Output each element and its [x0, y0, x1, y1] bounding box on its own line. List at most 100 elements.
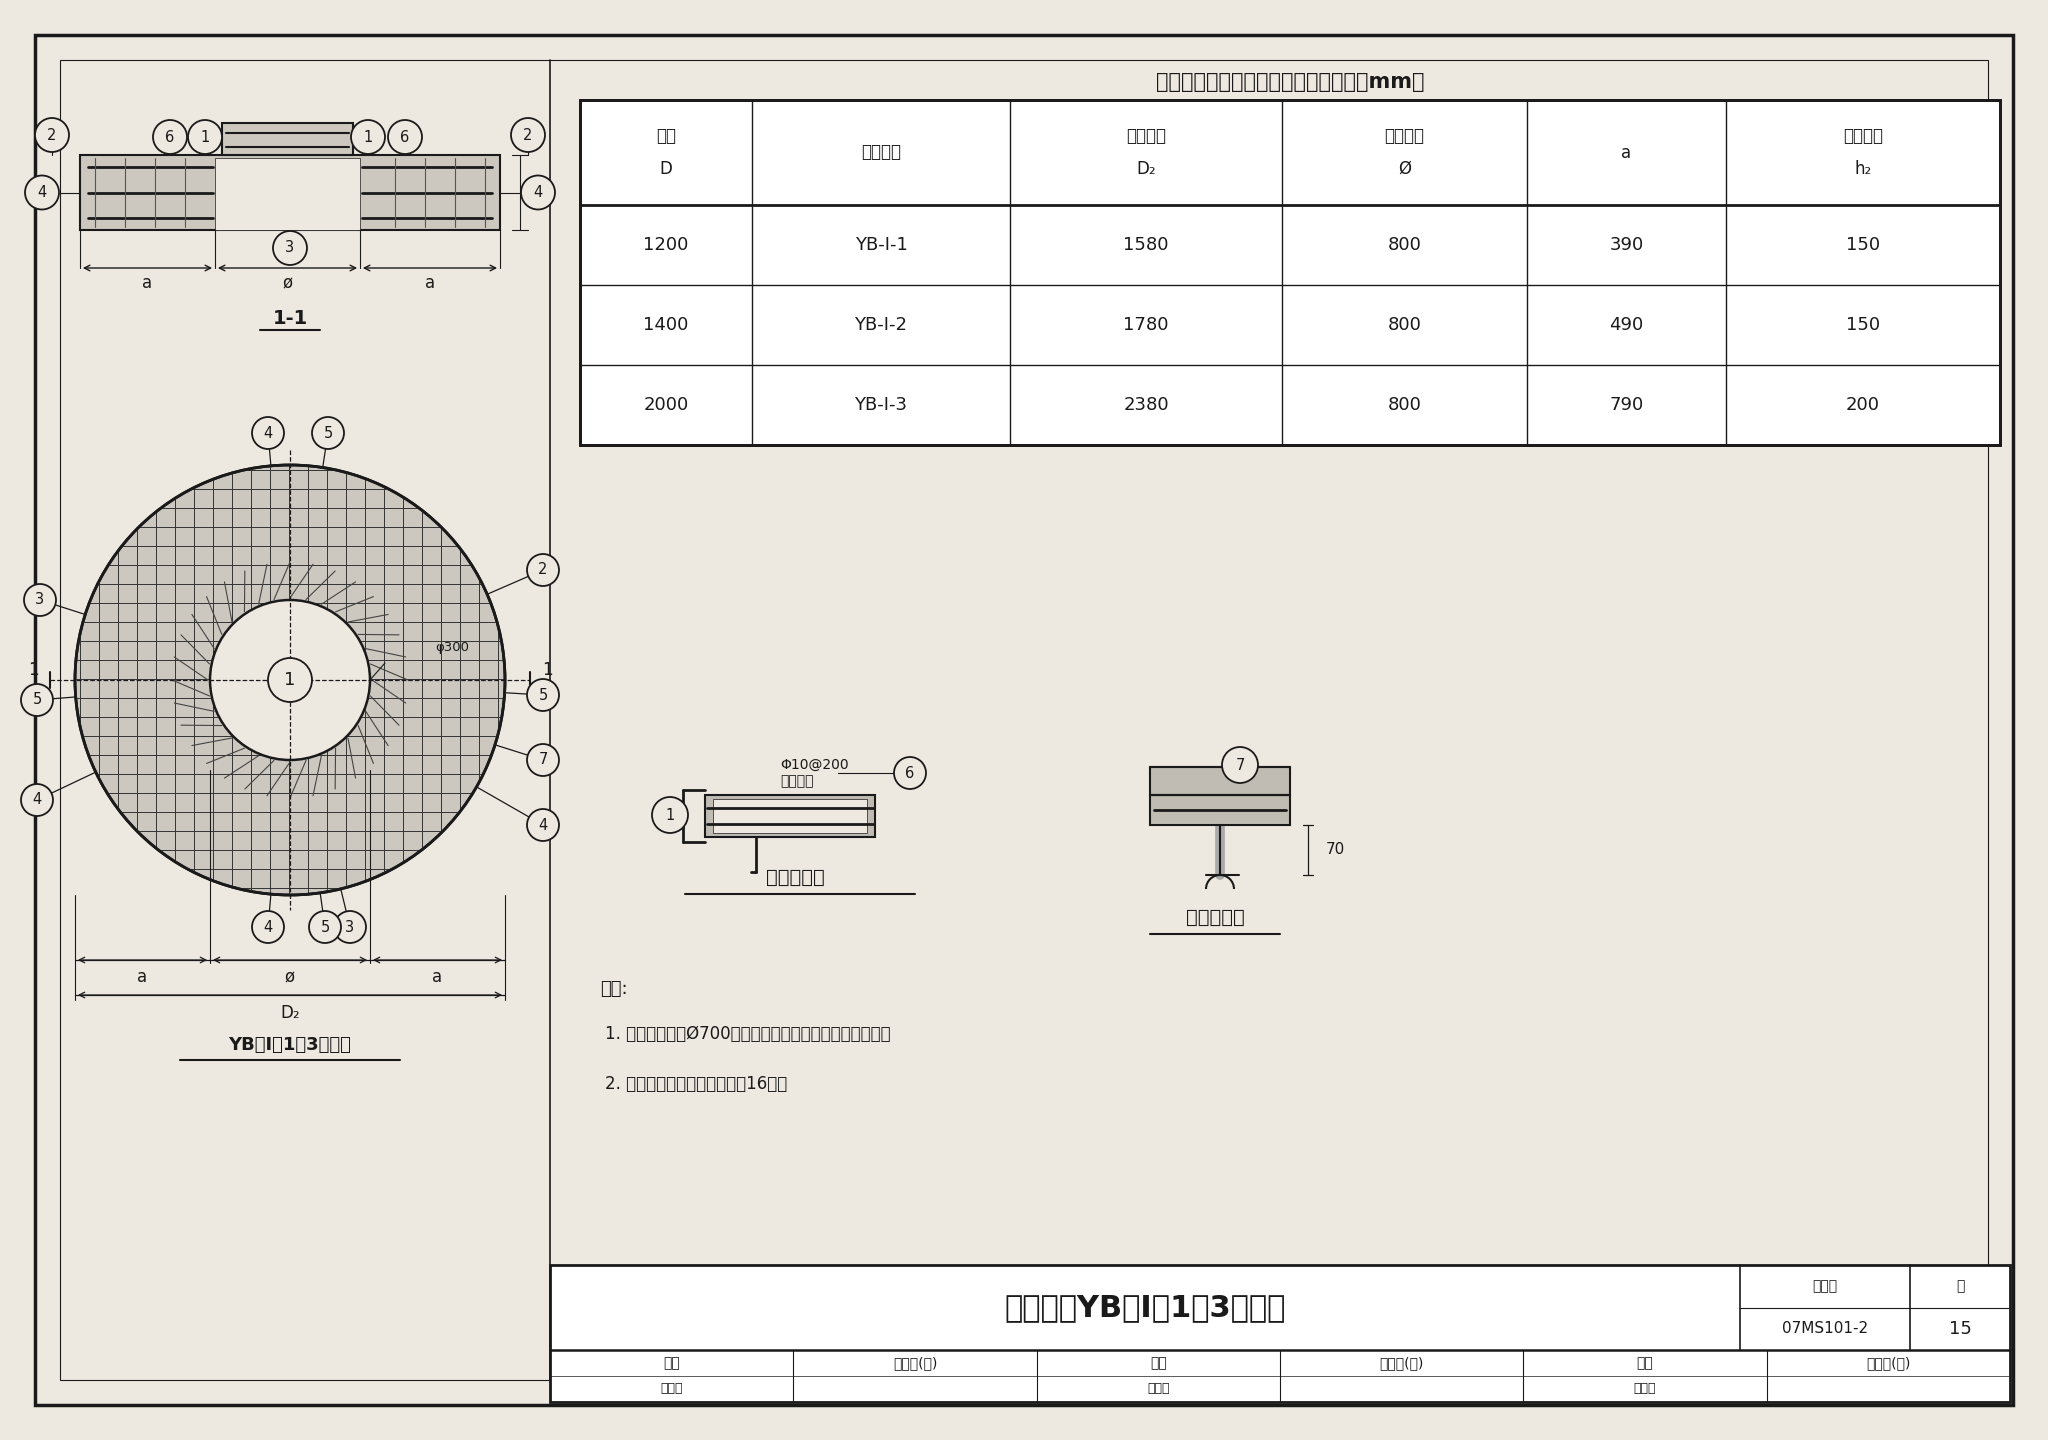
- Text: 页: 页: [1956, 1279, 1964, 1293]
- Circle shape: [35, 118, 70, 153]
- Text: Φ10@200: Φ10@200: [780, 757, 848, 772]
- Text: 1: 1: [362, 130, 373, 144]
- Text: 2: 2: [539, 563, 547, 577]
- Text: 人孔直径: 人孔直径: [1384, 128, 1425, 145]
- Text: 4: 4: [33, 792, 41, 808]
- Circle shape: [268, 658, 311, 701]
- Text: 1: 1: [285, 671, 295, 688]
- Circle shape: [526, 744, 559, 776]
- Text: 7: 7: [539, 753, 547, 768]
- Text: 1: 1: [29, 661, 39, 680]
- Circle shape: [211, 600, 371, 760]
- Circle shape: [272, 230, 307, 265]
- Text: D₂: D₂: [281, 1004, 299, 1022]
- Circle shape: [520, 176, 555, 209]
- Text: 刘及多(签): 刘及多(签): [1380, 1356, 1423, 1369]
- Text: 吊钩示意图: 吊钩示意图: [1186, 907, 1245, 926]
- Bar: [713, 799, 866, 832]
- Text: 2000: 2000: [643, 396, 688, 415]
- Circle shape: [20, 684, 53, 716]
- Text: 校对: 校对: [1151, 1356, 1167, 1369]
- Text: 1780: 1780: [1122, 315, 1169, 334]
- Text: 1: 1: [666, 808, 674, 822]
- Text: 1: 1: [541, 661, 553, 680]
- Text: 1200: 1200: [643, 236, 688, 253]
- Text: 5: 5: [319, 920, 330, 935]
- Text: 3: 3: [35, 592, 45, 608]
- Text: 王弘生(签): 王弘生(签): [1866, 1356, 1911, 1369]
- Text: a: a: [424, 274, 434, 292]
- Text: a: a: [432, 968, 442, 986]
- Circle shape: [309, 912, 342, 943]
- Text: 郭英雄: 郭英雄: [659, 1382, 682, 1395]
- Text: a: a: [137, 968, 147, 986]
- Circle shape: [311, 418, 344, 449]
- Bar: [80, 156, 500, 230]
- Text: 武明美: 武明美: [1147, 1382, 1169, 1395]
- Text: 图集号: 图集号: [1812, 1279, 1837, 1293]
- Text: 490: 490: [1610, 315, 1645, 334]
- Text: h₂: h₂: [532, 184, 547, 200]
- Text: 150: 150: [1845, 236, 1880, 253]
- Text: 4: 4: [532, 184, 543, 200]
- Circle shape: [526, 680, 559, 711]
- Bar: [1151, 795, 1290, 825]
- Text: 1. 当人孔直径为Ø700时，需将相关钢筋的长度进行修改。: 1. 当人孔直径为Ø700时，需将相关钢筋的长度进行修改。: [604, 1025, 891, 1043]
- Text: 6: 6: [905, 766, 915, 780]
- Text: 2: 2: [524, 128, 532, 143]
- Text: a: a: [1622, 144, 1632, 161]
- Text: 砖砌圆形立式闸阀井预制盖板选用表（mm）: 砖砌圆形立式闸阀井预制盖板选用表（mm）: [1155, 72, 1423, 92]
- Text: 审核: 审核: [664, 1356, 680, 1369]
- Text: 1-1: 1-1: [272, 308, 307, 327]
- Bar: [1151, 768, 1290, 795]
- Text: a: a: [143, 274, 152, 292]
- Text: YB-Ⅰ-2: YB-Ⅰ-2: [854, 315, 907, 334]
- Circle shape: [387, 120, 422, 154]
- Text: 4: 4: [264, 425, 272, 441]
- Text: 井径: 井径: [655, 128, 676, 145]
- Text: 盖板名称: 盖板名称: [860, 144, 901, 161]
- Circle shape: [651, 796, 688, 832]
- Text: 200: 200: [1845, 396, 1880, 415]
- Text: 盖板厚度: 盖板厚度: [1843, 128, 1882, 145]
- Circle shape: [334, 912, 367, 943]
- Circle shape: [188, 120, 221, 154]
- Circle shape: [154, 120, 186, 154]
- Circle shape: [526, 809, 559, 841]
- Text: 1580: 1580: [1122, 236, 1169, 253]
- Text: 设计: 设计: [1636, 1356, 1653, 1369]
- Text: 07MS101-2: 07MS101-2: [1782, 1322, 1868, 1336]
- Text: h₂: h₂: [1853, 160, 1872, 177]
- Text: ø: ø: [285, 968, 295, 986]
- Text: 3: 3: [346, 920, 354, 935]
- Text: 15: 15: [1948, 1319, 1972, 1338]
- Text: 5: 5: [539, 687, 547, 703]
- Text: 3: 3: [285, 240, 295, 255]
- Bar: [551, 1264, 2009, 1403]
- Bar: [580, 99, 2001, 445]
- Text: 预制盖板YB－Ⅰ－1～3配筋图: 预制盖板YB－Ⅰ－1～3配筋图: [1004, 1293, 1286, 1322]
- Text: 盖板直径: 盖板直径: [1126, 128, 1165, 145]
- Text: 5: 5: [324, 425, 332, 441]
- Text: 王龙生: 王龙生: [1634, 1382, 1657, 1395]
- Bar: [215, 158, 360, 230]
- Text: D₂: D₂: [1137, 160, 1155, 177]
- Circle shape: [252, 418, 285, 449]
- Text: 4: 4: [539, 818, 547, 832]
- Text: 2. 钢筋表及材料表见本图集第16页。: 2. 钢筋表及材料表见本图集第16页。: [604, 1076, 786, 1093]
- Text: Ø: Ø: [1399, 160, 1411, 177]
- Text: 放射布置: 放射布置: [780, 775, 813, 788]
- Text: 4: 4: [264, 920, 272, 935]
- Text: 6: 6: [166, 130, 174, 144]
- Text: 1: 1: [201, 130, 209, 144]
- Circle shape: [252, 912, 285, 943]
- Text: 790: 790: [1610, 396, 1645, 415]
- Circle shape: [526, 554, 559, 586]
- Circle shape: [895, 757, 926, 789]
- Text: 2: 2: [47, 128, 57, 143]
- Text: 7: 7: [1235, 757, 1245, 772]
- Text: φ300: φ300: [434, 641, 469, 655]
- Text: 6: 6: [399, 130, 410, 144]
- Circle shape: [1223, 747, 1257, 783]
- Text: 800: 800: [1389, 236, 1421, 253]
